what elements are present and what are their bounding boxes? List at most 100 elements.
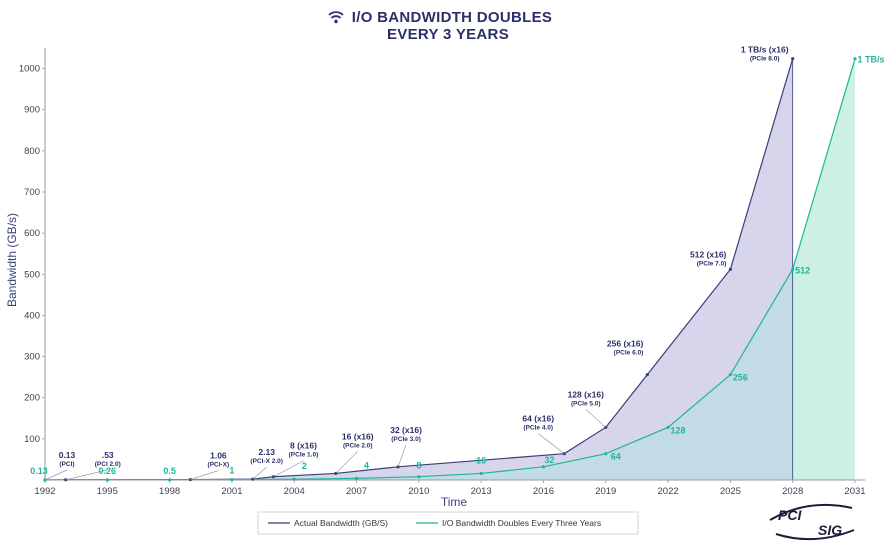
- x-tick-labels: 1992 1995 1998 2001 2004 2007 2010 2013 2016 2019…: [34, 480, 866, 497]
- doubling-point: [541, 465, 546, 469]
- area-layer: [45, 58, 855, 480]
- doubling-point: [479, 471, 483, 476]
- x-tick-label: 1995: [97, 486, 118, 497]
- doubling-point: [666, 425, 670, 429]
- y-axis-label: Bandwidth (GB/s): [5, 213, 19, 307]
- actual-annotation-label: 16 (x16): [342, 431, 374, 441]
- actual-annotation-leader: [538, 433, 565, 454]
- doubling-point: [853, 57, 857, 61]
- x-tick-label: 2001: [221, 486, 242, 497]
- actual-annotation-sub: (PCIe 8.0): [750, 56, 780, 63]
- actual-annotation-leader: [585, 409, 606, 428]
- doubling-annotation-label: 0.13: [30, 466, 48, 476]
- doubling-annotation-label: 1: [229, 466, 234, 476]
- actual-annotation-sub: (PCI): [59, 461, 74, 468]
- actual-annotation-label: 512 (x16): [690, 249, 727, 259]
- y-tick-label: 300: [24, 352, 40, 363]
- legend-entry-doubling: I/O Bandwidth Doubles Every Three Years: [442, 518, 601, 528]
- doubling-annotation-label: 512: [795, 265, 810, 275]
- actual-annotation-leader: [252, 466, 267, 480]
- actual-annotation-label: 0.13: [59, 450, 76, 460]
- doubling-annotation-label: 2: [302, 461, 307, 471]
- actual-annotation-label: 1.06: [210, 451, 227, 461]
- actual-annotation-label: 2.13: [258, 447, 275, 457]
- x-tick-label: 2013: [471, 486, 492, 497]
- actual-annotation-leader: [397, 444, 407, 467]
- actual-annotation-label: 1 TB/s (x16): [741, 45, 789, 55]
- title-line-2: EVERY 3 YEARS: [387, 26, 509, 43]
- doubling-point: [604, 452, 608, 456]
- x-tick-label: 2004: [284, 486, 305, 497]
- y-tick-label: 1000: [19, 64, 40, 75]
- y-tick-label: 800: [24, 146, 40, 157]
- doubling-point: [728, 373, 732, 377]
- actual-annotation-sub: (PCIe 5.0): [571, 400, 601, 407]
- actual-annotation-leader: [335, 451, 358, 474]
- actual-annotation-label: 8 (x16): [290, 441, 317, 451]
- legend: Actual Bandwidth (GB/S) I/O Bandwidth Do…: [257, 511, 639, 535]
- y-tick-label: 700: [24, 187, 40, 198]
- actual-annotation-leader: [44, 469, 68, 481]
- y-tick-label: 600: [24, 228, 40, 239]
- doubling-annotation-label: 8: [416, 461, 421, 471]
- actual-annotation-leader: [273, 460, 304, 477]
- x-tick-label: 2025: [720, 486, 741, 497]
- x-tick-label: 2016: [533, 486, 554, 497]
- actual-annotation-label: 256 (x16): [607, 339, 644, 349]
- x-tick-label: 2031: [844, 486, 865, 497]
- actual-point: [645, 373, 649, 377]
- doubling-annotation-label: 32: [544, 455, 554, 465]
- actual-annotation-sub: (PCI-X 2.0): [250, 458, 283, 465]
- doubling-annotation-label: 4: [364, 460, 369, 470]
- doubling-point: [168, 478, 172, 482]
- actual-annotation-sub: (PCIe 4.0): [523, 425, 553, 432]
- y-tick-labels: 1000 900 800 700 600 500 400 300 200 100: [19, 64, 45, 445]
- doubling-annotations: 0.13 0.26 0.5 1 2 4 8 16 32 64 128 256 512 1 TB/s: [30, 55, 884, 476]
- actual-annotation-sub: (PCIe 7.0): [697, 260, 727, 267]
- actual-annotation-sub: (PCIe 3.0): [391, 436, 421, 443]
- wifi-icon: [328, 11, 344, 24]
- logo-text-pci: PCI: [778, 507, 802, 523]
- doubling-annotation-label: 0.5: [163, 466, 176, 476]
- y-tick-label: 500: [24, 269, 40, 280]
- x-axis-label: Time: [441, 495, 468, 509]
- actual-annotation-label: .53: [102, 450, 114, 460]
- overlap-area: [45, 269, 793, 480]
- actual-annotation-sub: (PCI-X): [208, 462, 230, 469]
- doubling-annotation-label: 64: [611, 452, 621, 462]
- doubling-annotation-label: 0.26: [99, 466, 117, 476]
- x-tick-label: 2028: [782, 486, 803, 497]
- legend-entry-actual: Actual Bandwidth (GB/S): [294, 518, 388, 528]
- actual-annotation-sub: (PCI 2.0): [95, 461, 121, 468]
- logo-swoosh: [769, 503, 853, 521]
- logo-swoosh-lower: [775, 529, 855, 541]
- logo-text-sig: SIG: [818, 522, 842, 538]
- actual-annotations: 0.13(PCI).53(PCI 2.0)1.06(PCI-X)2.13(PCI…: [44, 45, 789, 481]
- actual-annotation-leader: [65, 469, 108, 481]
- doubling-annotation-label: 16: [476, 455, 486, 465]
- actual-annotation-label: 128 (x16): [568, 389, 605, 399]
- y-tick-label: 900: [24, 105, 40, 116]
- actual-point: [728, 267, 732, 271]
- x-tick-label: 2022: [658, 486, 679, 497]
- doubling-annotation-label: 1 TB/s: [857, 55, 884, 65]
- x-tick-label: 1992: [34, 486, 55, 497]
- actual-annotation-label: 32 (x16): [390, 425, 422, 435]
- actual-annotation-leader: [190, 470, 219, 480]
- y-tick-label: 200: [24, 393, 40, 404]
- x-tick-label: 2019: [595, 486, 616, 497]
- x-tick-label: 2010: [408, 486, 429, 497]
- pci-sig-logo: PCI SIG: [769, 503, 855, 541]
- title-line-1: I/O BANDWIDTH DOUBLES: [352, 9, 552, 26]
- x-tick-label: 2007: [346, 486, 367, 497]
- doubling-point: [230, 477, 234, 482]
- actual-annotation-sub: (PCIe 1.0): [289, 452, 319, 459]
- doubling-point: [354, 476, 359, 480]
- doubling-point: [105, 478, 109, 482]
- y-tick-label: 400: [24, 310, 40, 321]
- actual-point: [791, 57, 795, 61]
- chart-title: I/O BANDWIDTH DOUBLES EVERY 3 YEARS: [328, 9, 552, 43]
- doubling-point: [292, 477, 296, 481]
- actual-annotation-sub: (PCIe 2.0): [343, 442, 373, 449]
